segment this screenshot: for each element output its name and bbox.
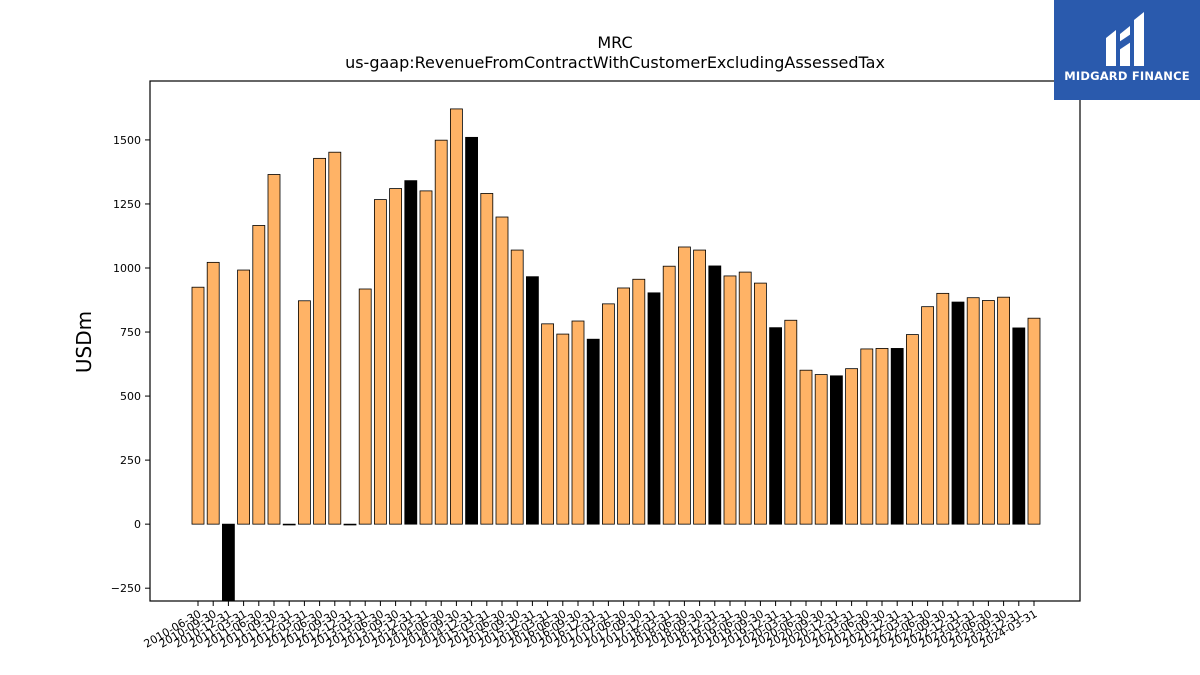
bar-2022-12-31	[951, 301, 965, 525]
y-tick-label: 750	[120, 326, 141, 339]
y-axis: −250 0 250 500 750 1000 1250 1500	[111, 134, 150, 595]
bar-2021-12-31	[890, 348, 904, 525]
y-tick-label: 250	[120, 454, 141, 467]
midgard-logo-icon	[1106, 12, 1144, 66]
bar-2016-03-31	[541, 323, 554, 525]
bar-2010-06-30	[191, 286, 205, 525]
y-axis-label: USDm	[72, 311, 96, 373]
bar-2020-06-30	[799, 369, 813, 525]
bar-2011-03-31	[237, 269, 251, 525]
bar-2023-09-30	[997, 296, 1010, 525]
bar-2016-06-30	[556, 333, 570, 525]
bar-2016-09-30	[571, 320, 585, 525]
x-axis: 2010-06-302010-09-302010-12-312011-03-31…	[142, 601, 1040, 651]
bar-2015-06-30	[495, 216, 509, 525]
y-tick-label: 1000	[113, 262, 141, 275]
bar-2013-03-31	[358, 288, 372, 525]
bar-2014-12-31	[465, 136, 479, 525]
bar-2019-12-31	[769, 327, 782, 525]
bar-2022-09-30	[936, 292, 950, 525]
bar-2018-06-30	[678, 246, 691, 525]
bar-2015-12-31	[526, 276, 539, 525]
bar-2013-06-30	[373, 199, 387, 525]
bar-2018-12-31	[708, 265, 722, 525]
bar-2014-06-30	[434, 139, 448, 525]
bar-2023-12-31	[1012, 327, 1026, 525]
bar-2012-03-31	[297, 300, 311, 525]
bar-2022-06-30	[921, 306, 934, 525]
chart-title: MRC	[597, 33, 632, 52]
bar-2018-09-30	[693, 249, 706, 525]
bar-2019-09-30	[754, 282, 767, 525]
bar-2012-06-30	[313, 157, 327, 525]
bar-2020-12-31	[830, 375, 843, 525]
bar-2020-09-30	[814, 374, 828, 525]
y-tick-label: 1500	[113, 134, 141, 147]
bar-2017-03-31	[602, 303, 615, 525]
brand-logo: MIDGARD FINANCE	[1054, 0, 1200, 100]
chart-subtitle: us-gaap:RevenueFromContractWithCustomerE…	[345, 53, 885, 72]
y-tick-label: 1250	[113, 198, 141, 211]
plot-frame	[149, 80, 1081, 602]
bar-2022-03-31	[906, 334, 919, 525]
bar-2017-12-31	[647, 292, 661, 525]
bar-2013-09-30	[389, 188, 403, 525]
bar-2010-09-30	[206, 261, 220, 525]
y-tick-label: 0	[134, 518, 141, 531]
bar-2011-06-30	[252, 225, 266, 525]
bars-group	[191, 108, 1041, 602]
bar-2017-09-30	[632, 278, 646, 525]
bar-2010-12-31	[221, 523, 235, 602]
bar-2019-06-30	[738, 271, 752, 525]
bar-2014-03-31	[419, 190, 433, 525]
bar-2017-06-30	[617, 287, 630, 525]
bar-2015-03-31	[480, 193, 494, 525]
bar-2019-03-31	[723, 275, 737, 525]
bar-2013-12-31	[404, 180, 418, 525]
bar-2023-03-31	[966, 297, 980, 525]
y-tick-label: 500	[120, 390, 141, 403]
y-tick-label: −250	[111, 582, 141, 595]
bar-2023-06-30	[982, 300, 995, 525]
bar-2018-03-31	[662, 265, 676, 525]
bar-2021-03-31	[845, 368, 858, 525]
bar-2011-12-31	[282, 523, 296, 526]
bar-2021-06-30	[860, 348, 874, 525]
bar-2015-09-30	[510, 249, 524, 525]
bar-2012-09-30	[328, 151, 342, 525]
bar-2012-12-31	[343, 523, 357, 526]
bar-2014-09-30	[449, 108, 463, 525]
bar-2024-03-31	[1027, 317, 1041, 525]
bar-2016-12-31	[586, 338, 600, 525]
brand-name: MIDGARD FINANCE	[1064, 69, 1190, 83]
bar-2011-09-30	[267, 174, 281, 525]
bar-2021-09-30	[875, 348, 889, 525]
bar-2020-03-31	[784, 319, 798, 525]
